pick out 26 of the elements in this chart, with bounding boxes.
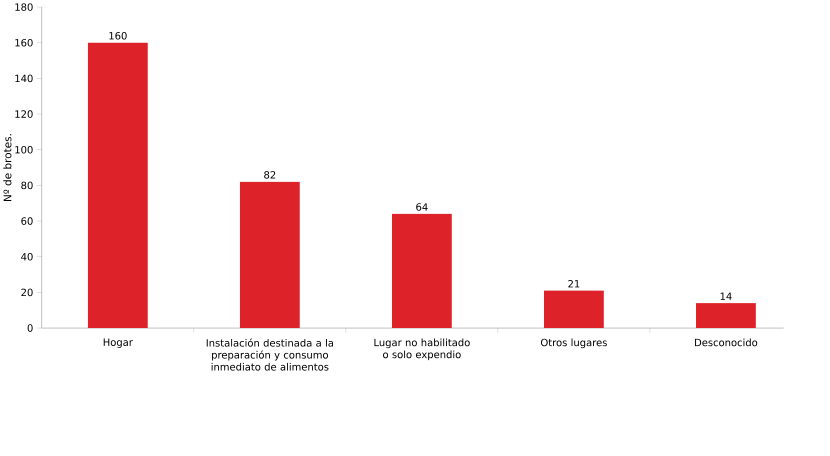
data-label: 64 [416,202,428,211]
y-tick-label: 180 [15,3,33,11]
bar [240,182,300,328]
y-tick-label: 140 [15,74,33,82]
y-tick-label: 120 [15,110,33,118]
y-tick-label: 100 [15,146,33,154]
bar [392,214,452,328]
bar [88,42,148,328]
data-label: 14 [720,292,732,300]
bar [696,302,756,328]
y-tick-label: 20 [21,288,33,296]
y-tick-label: 0 [28,324,33,332]
bar [544,290,604,328]
y-tick-label: 80 [21,181,33,189]
y-tick-label: 60 [21,217,33,225]
y-axis-title: Nº de brotes. [3,134,12,201]
data-label: 160 [109,32,127,40]
y-tick-label: 160 [15,38,33,46]
x-tick-label: Lugar no habilitado o solo expendio [374,338,470,360]
data-label: 21 [568,280,580,288]
x-tick-label: Instalación destinada a la preparación y consumo inmediato de alimentos [206,338,334,370]
y-tick-label: 40 [21,252,33,260]
data-label: 82 [264,170,276,178]
x-tick-label: Hogar [104,338,133,348]
x-tick-label: Desconocido [695,338,758,346]
x-tick-label: Otros lugares [540,338,607,348]
